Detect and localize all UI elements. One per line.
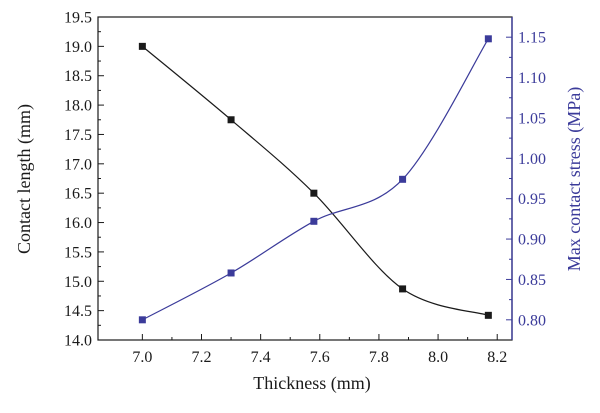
plot-area-border [97, 16, 513, 341]
data-point-marker [310, 189, 318, 197]
x-tick-label: 7.0 [132, 349, 152, 366]
right-y-tick-label: 0.85 [518, 272, 546, 289]
left-y-tick-label: 18.0 [64, 98, 92, 115]
series-max-contact-stress [138, 35, 492, 324]
right-y-tick-label: 0.80 [518, 312, 546, 329]
data-point-marker [484, 311, 492, 319]
x-tick-label: 7.6 [310, 349, 330, 366]
x-axis-title: Thickness (mm) [253, 373, 370, 394]
left-y-tick-label: 16.0 [64, 215, 92, 232]
left-y-tick-label: 17.5 [64, 127, 92, 144]
left-y-tick-label: 15.0 [64, 274, 92, 291]
right-y-tick-label: 1.05 [518, 110, 546, 127]
left-y-tick-label: 19.5 [64, 10, 92, 27]
x-tick-label: 7.4 [251, 349, 271, 366]
data-point-marker [484, 35, 492, 43]
left-y-tick-label: 19.0 [64, 39, 92, 56]
x-axis-ticks: 7.0 7.2 7.4 7.6 7.8 8.0 8.2 [132, 334, 507, 366]
data-point-marker [138, 316, 146, 324]
left-y-tick-label: 18.5 [64, 68, 92, 85]
right-y-tick-label: 1.10 [518, 70, 546, 87]
right-y-tick-label: 0.90 [518, 232, 546, 249]
right-y-axis-title: Max contact stress (MPa) [564, 87, 585, 271]
series-contact-length [138, 42, 492, 319]
x-tick-label: 7.2 [192, 349, 212, 366]
data-point-marker [138, 42, 146, 50]
right-y-axis-ticks: 0.80 0.85 0.90 0.95 1.00 1.05 1.10 1.15 [506, 30, 546, 329]
left-y-tick-label: 16.5 [64, 186, 92, 203]
data-point-marker [399, 285, 407, 293]
left-y-tick-label: 14.0 [64, 333, 92, 350]
series-line [141, 45, 489, 316]
x-tick-label: 8.2 [487, 349, 507, 366]
right-y-tick-label: 0.95 [518, 191, 546, 208]
left-y-tick-label: 17.0 [64, 156, 92, 173]
data-point-marker [310, 217, 318, 225]
right-y-tick-label: 1.00 [518, 151, 546, 168]
series-line [142, 38, 489, 321]
right-y-tick-label: 1.15 [518, 30, 546, 47]
left-y-axis-title: Contact length (mm) [14, 104, 35, 254]
series-layer [138, 35, 492, 324]
data-point-marker [227, 116, 235, 124]
data-point-marker [227, 269, 235, 277]
x-tick-label: 8.0 [428, 349, 448, 366]
left-y-tick-label: 15.5 [64, 244, 92, 261]
left-y-tick-label: 14.5 [64, 303, 92, 320]
left-y-axis-ticks: 14.0 14.5 15.0 15.5 16.0 16.5 17.0 17.5 18.0 18.5… [64, 10, 104, 350]
x-tick-label: 7.8 [369, 349, 389, 366]
plot-frame [97, 16, 513, 341]
data-point-marker [399, 175, 407, 183]
